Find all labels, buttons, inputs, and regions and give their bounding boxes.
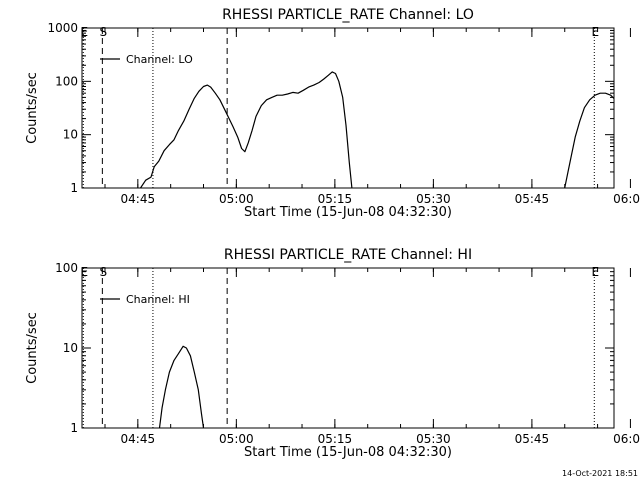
legend-label: Channel: LO [126,53,193,66]
x-tick-label: 05:00 [219,432,254,446]
x-tick-label: 05:00 [219,192,254,206]
x-tick-label: 04:45 [121,192,156,206]
series-group [140,71,614,188]
plot-frame [81,267,615,429]
y-tick-label: 1 [70,181,78,195]
x-tick-label: 05:15 [318,192,353,206]
series-line [140,71,353,188]
y-tick-label: 100 [55,74,78,88]
y-tick-label: 100 [55,261,78,275]
series-group [158,345,205,428]
x-tick-label: 06:00 [613,192,640,206]
event-marker-label: E [81,25,89,39]
series-line [564,92,614,188]
x-tick-label: 05:30 [416,432,451,446]
chart-panel-lo: RHESSI PARTICLE_RATE Channel: LO 1 10 100 10… [25,7,640,220]
event-marker-label: E [591,25,599,39]
footer-timestamp: 14-Oct-2021 18:51 [562,469,638,478]
x-tick-label: 04:45 [121,432,156,446]
y-tick-label: 1 [70,421,78,435]
plot-frame [81,27,615,189]
chart-panel-hi: RHESSI PARTICLE_RATE Channel: HI 1 10 100 04… [25,247,640,460]
event-marker-label: E [81,265,89,279]
x-axis-label: Start Time (15-Jun-08 04:32:30) [244,445,452,460]
x-tick-label: 05:30 [416,192,451,206]
x-tick-label: 05:45 [515,192,550,206]
x-tick-label: 06:00 [613,432,640,446]
legend-label: Channel: HI [126,293,190,306]
y-tick-label: 1000 [47,21,78,35]
chart-title: RHESSI PARTICLE_RATE Channel: LO [222,7,474,23]
y-axis-label: Counts/sec [25,72,40,144]
x-tick-label: 05:15 [318,432,353,446]
chart-title: RHESSI PARTICLE_RATE Channel: HI [224,247,472,263]
y-tick-label: 10 [63,128,78,142]
y-tick-label: 10 [63,341,78,355]
x-tick-label: 05:45 [515,432,550,446]
event-marker-label: S [100,265,108,279]
y-axis-label: Counts/sec [25,312,40,384]
series-line [158,345,205,428]
event-marker-label: E [591,265,599,279]
event-marker-label: S [100,25,108,39]
x-axis-label: Start Time (15-Jun-08 04:32:30) [244,205,452,220]
